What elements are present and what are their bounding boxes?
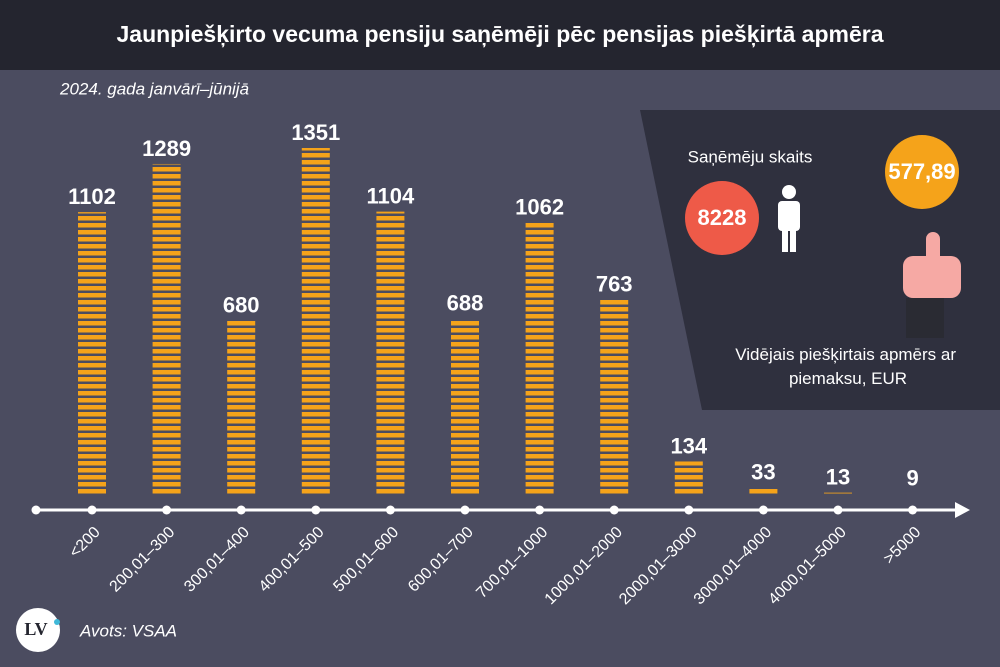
axis-arrow [955,502,970,518]
bar [749,487,778,496]
bar [600,299,629,496]
bar [376,211,405,497]
bar [227,320,256,496]
header [0,0,1000,70]
value-label: 1062 [515,194,564,219]
value-label: 1102 [68,184,116,209]
recipients-total: 8228 [698,205,747,230]
value-label: 33 [751,459,775,484]
value-label: 1351 [291,120,340,145]
bar [898,493,927,496]
value-label: 134 [670,433,707,458]
value-label: 688 [447,291,484,316]
bar [674,461,703,496]
bar [451,318,479,496]
logo-dot [54,619,60,625]
logo-circle [16,608,60,652]
value-label: 763 [596,271,633,296]
source: Avots: VSAA [79,621,177,640]
average-label-line: Vidējais piešķirtais apmērs ar [735,345,956,364]
bar [152,163,181,496]
bar [824,492,852,496]
value-label: 1289 [142,136,191,161]
person-icon [778,185,800,252]
value-label: 13 [826,464,850,489]
value-label: 680 [223,293,260,318]
average-label: Vidējais piešķirtais apmērs ar piemaksu,… [735,345,961,388]
value-label: 9 [906,465,918,490]
bar [525,222,554,497]
value-label: 1104 [367,183,415,208]
recipients-label: Saņēmēju skaits [688,147,813,166]
hand-icon [903,232,961,338]
average-amount: 577,89 [888,159,955,184]
chart-title: Jaunpiešķirto vecuma pensiju saņēmēji pē… [116,21,883,47]
bar [301,148,330,496]
bar [78,212,106,496]
recipients-circle [685,181,759,255]
subtitle: 2024. gada janvārī–jūnijā [59,79,249,98]
logo: LV [24,619,47,639]
average-label-line: piemaksu, EUR [789,369,907,388]
average-circle [885,135,959,209]
axis-start [31,505,41,515]
